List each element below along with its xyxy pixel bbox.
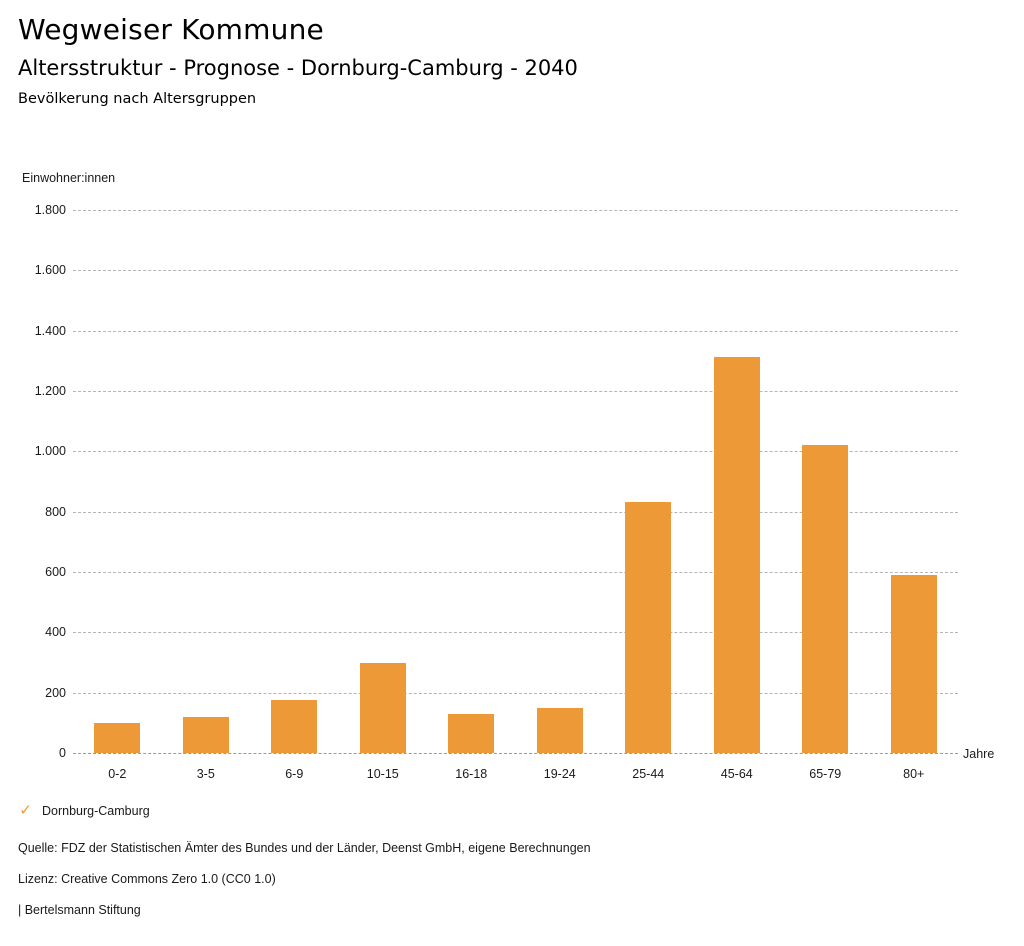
grid-line <box>73 511 958 513</box>
bar-25-44[interactable] <box>625 502 672 753</box>
grid-line <box>73 692 958 694</box>
bar-3-5[interactable] <box>182 717 229 753</box>
x-axis-tick-label: 65-79 <box>809 767 842 781</box>
bar-6-9[interactable] <box>271 699 318 753</box>
y-axis-tick-label: 1.600 <box>34 263 66 278</box>
chart-subtitle: Altersstruktur - Prognose - Dornburg-Cam… <box>18 56 578 80</box>
grid-line <box>73 210 958 211</box>
plot-area <box>73 210 958 754</box>
source-note: Quelle: FDZ der Statistischen Ämter des … <box>18 841 591 855</box>
x-axis-title: Jahre <box>963 747 995 761</box>
x-axis-tick-label: 19-24 <box>543 767 576 781</box>
bar-45-64[interactable] <box>713 357 760 753</box>
x-axis-tick-label: 10-15 <box>366 767 399 781</box>
x-axis-tick-label: 6-9 <box>285 767 304 781</box>
bar-80+[interactable] <box>890 575 937 753</box>
grid-line <box>73 451 958 453</box>
x-axis-tick-label: 3-5 <box>196 767 215 781</box>
y-axis-tick-label: 1.200 <box>34 384 66 398</box>
y-axis-tick-label: 1.000 <box>34 444 66 459</box>
grid-line <box>73 330 958 332</box>
x-axis-tick-label: 0-2 <box>108 767 127 781</box>
chart-legend[interactable]: ✓ Dornburg-Camburg <box>18 802 150 819</box>
y-axis-tick-label: 200 <box>45 685 66 700</box>
bar-65-79[interactable] <box>802 445 849 753</box>
grid-line <box>73 391 958 392</box>
x-axis-baseline <box>73 753 958 754</box>
bar-10-15[interactable] <box>359 662 406 753</box>
y-axis-tick-label: 800 <box>45 504 66 519</box>
y-axis-title: Einwohner:innen <box>22 171 116 185</box>
y-axis-tick-label: 1.800 <box>34 203 66 217</box>
x-axis-tick-label: 25-44 <box>632 767 665 781</box>
x-axis-tick-label: 16-18 <box>455 767 488 781</box>
y-axis-tick-label: 600 <box>45 565 66 579</box>
grid-line <box>73 270 958 272</box>
chart-caption: Bevölkerung nach Altersgruppen <box>18 91 257 108</box>
bar-19-24[interactable] <box>536 708 583 753</box>
grid-line <box>73 632 958 634</box>
bar-16-18[interactable] <box>448 714 495 753</box>
license-note: Lizenz: Creative Commons Zero 1.0 (CC0 1… <box>18 872 276 886</box>
legend-item-label: Dornburg-Camburg <box>42 803 150 818</box>
check-icon: ✓ <box>19 802 32 819</box>
y-axis-tick-label: 400 <box>45 625 66 640</box>
bar-0-2[interactable] <box>94 722 141 753</box>
grid-line <box>73 572 958 573</box>
publisher-note: | Bertelsmann Stiftung <box>18 903 141 917</box>
x-axis-tick-label: 80+ <box>903 767 925 781</box>
y-axis-tick-label: 0 <box>59 746 66 760</box>
x-axis-tick-label: 45-64 <box>720 767 753 781</box>
y-axis-tick-label: 1.400 <box>34 323 66 338</box>
footer: Quelle: FDZ der Statistischen Ämter des … <box>18 842 978 935</box>
header: Wegweiser Kommune Altersstruktur - Progn… <box>18 12 998 109</box>
page-title: Wegweiser Kommune <box>18 13 324 46</box>
